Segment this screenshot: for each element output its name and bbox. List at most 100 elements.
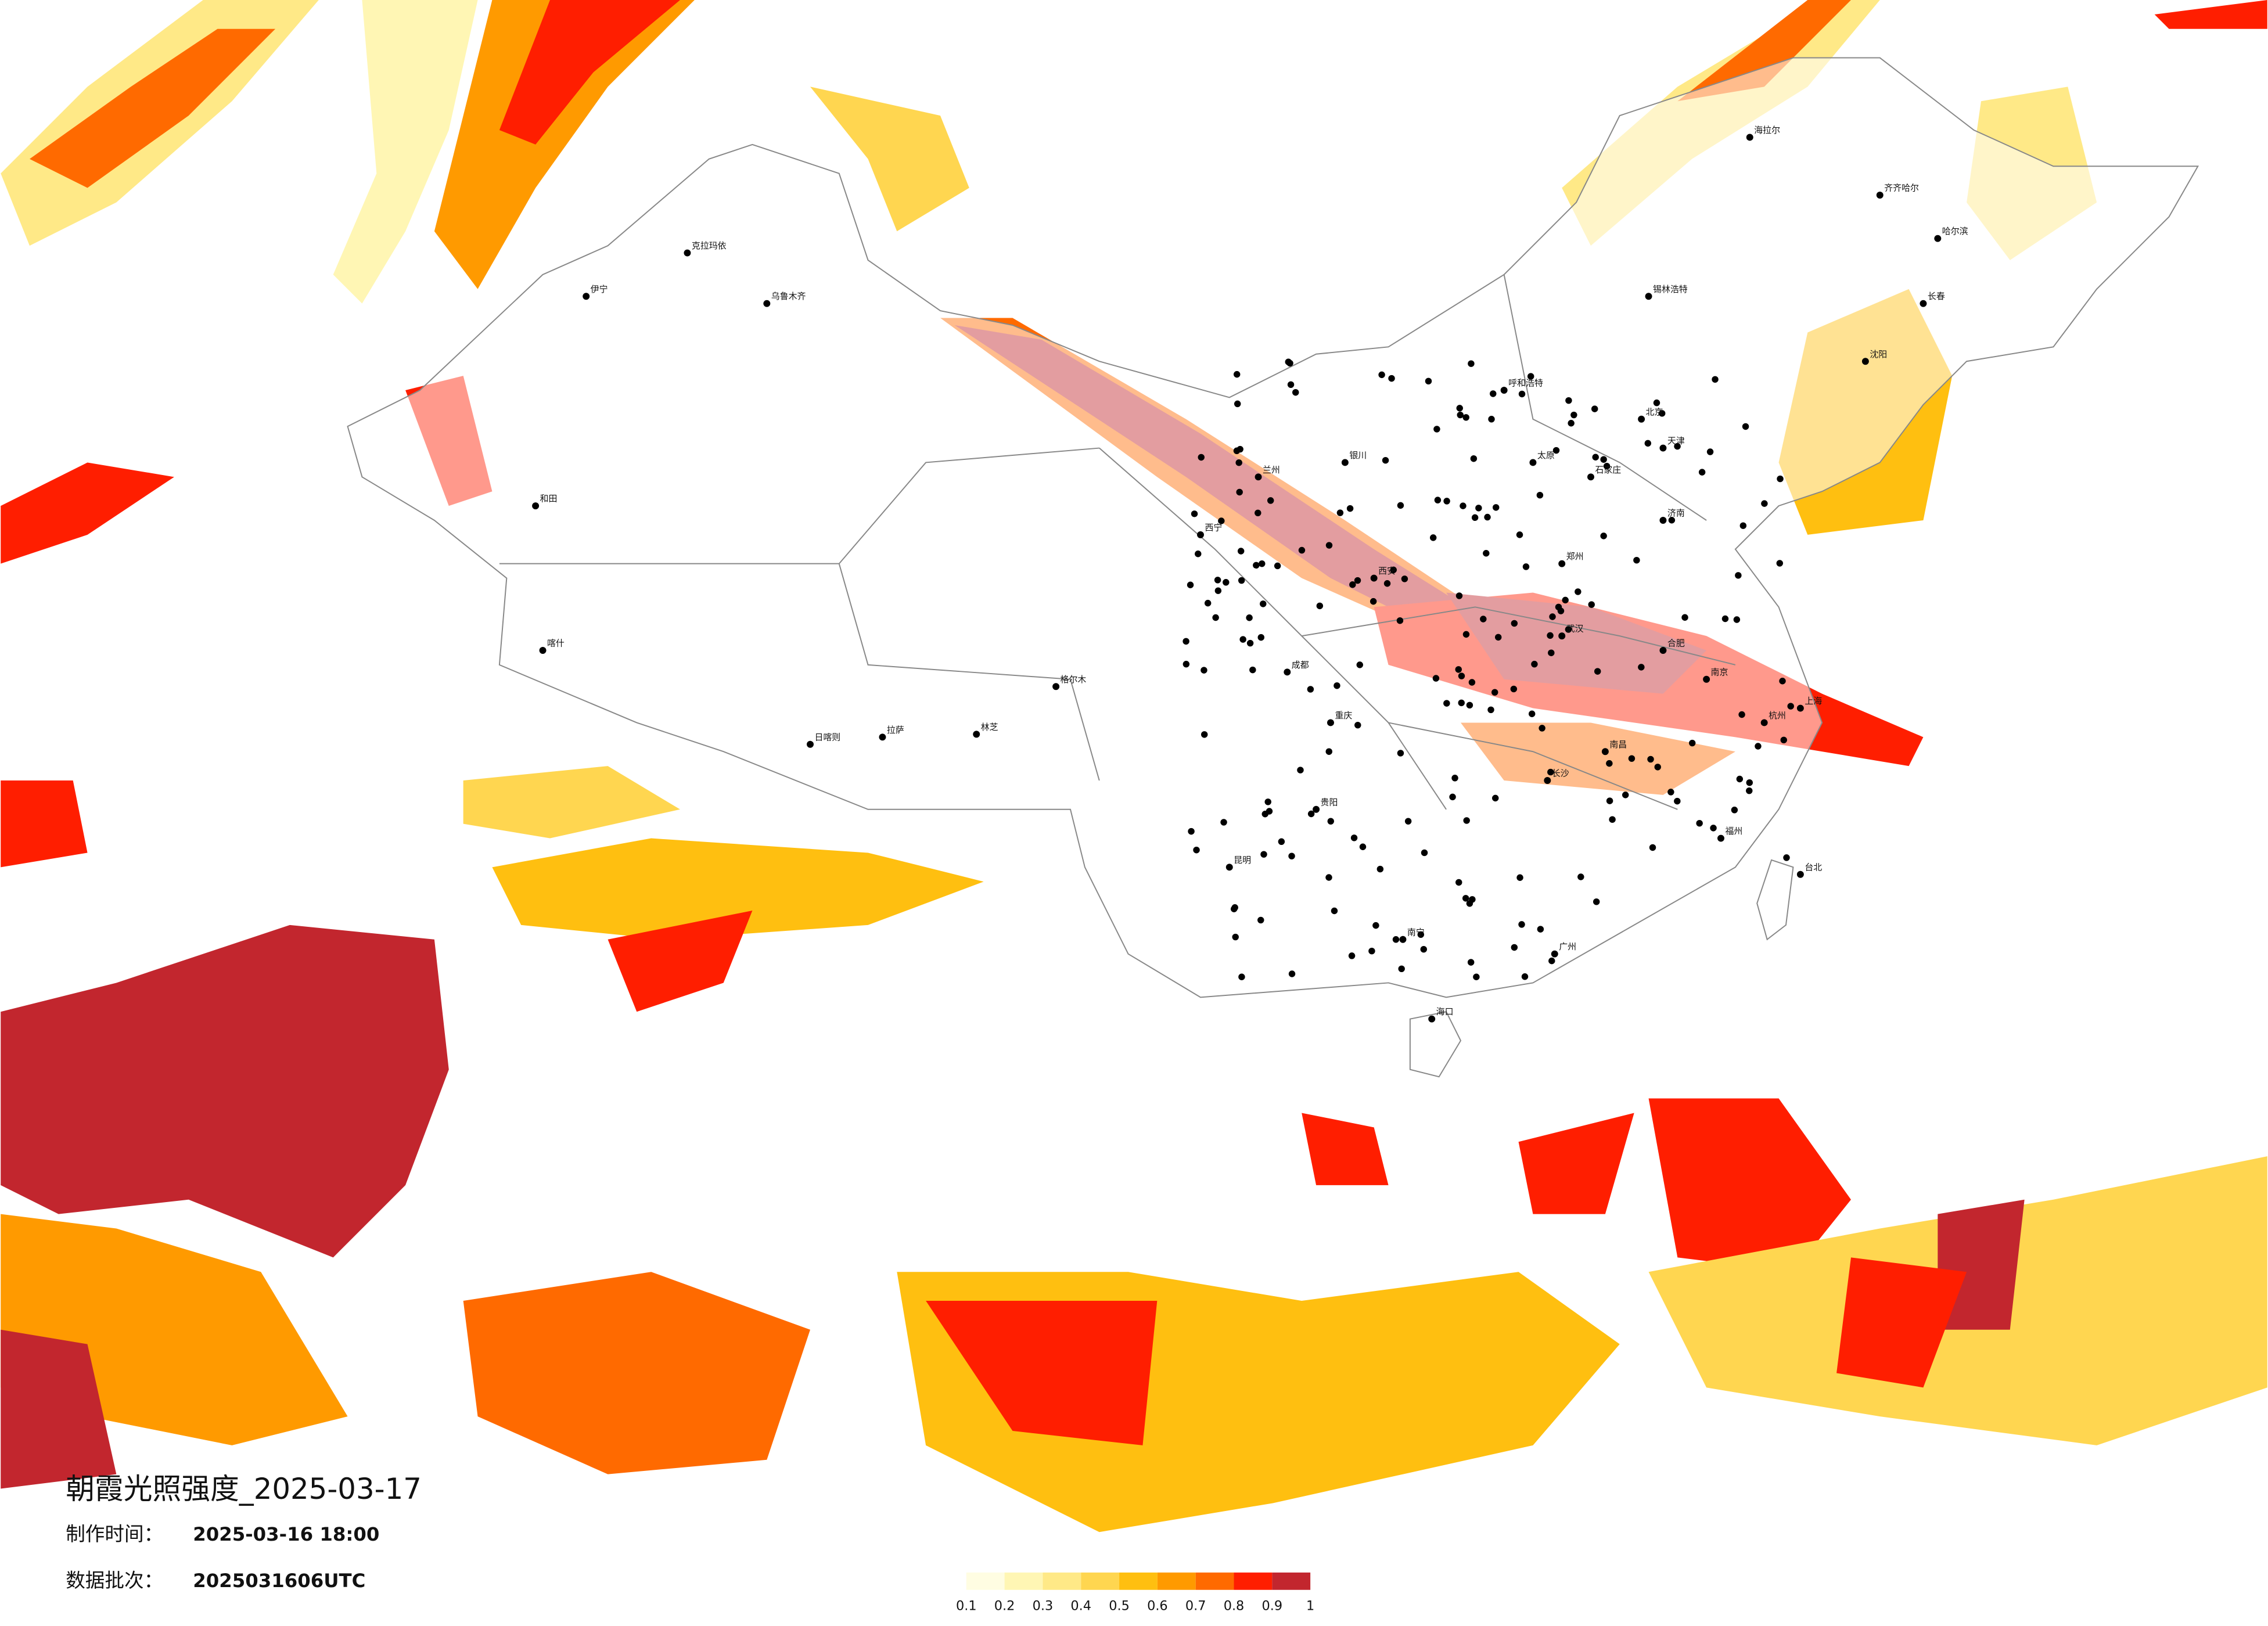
city-dot bbox=[1536, 491, 1544, 499]
city-dot bbox=[1539, 725, 1545, 732]
city-dot bbox=[1587, 473, 1594, 481]
city-label: 郑州 bbox=[1566, 551, 1584, 562]
city-dot bbox=[1594, 668, 1601, 675]
city-label: 杭州 bbox=[1769, 710, 1786, 721]
city-dot bbox=[1588, 601, 1595, 608]
city-dot bbox=[1606, 760, 1613, 767]
city-dot bbox=[1249, 666, 1256, 674]
city-dot bbox=[1370, 574, 1378, 582]
city-dot bbox=[1471, 514, 1479, 521]
city-dot bbox=[1191, 510, 1198, 517]
city-dot bbox=[1348, 952, 1356, 959]
city-dot bbox=[1238, 973, 1245, 980]
city-dot bbox=[1603, 462, 1611, 470]
city-dot bbox=[1468, 360, 1475, 367]
city-dot bbox=[1527, 373, 1534, 380]
city-dot bbox=[1462, 895, 1469, 902]
city-dot bbox=[1458, 699, 1465, 707]
city-label: 台北 bbox=[1805, 862, 1822, 872]
heat-area bbox=[1, 1329, 117, 1489]
city-dot bbox=[1555, 603, 1562, 611]
city-dot bbox=[1667, 789, 1674, 796]
city-dot bbox=[1780, 736, 1787, 744]
city-dot bbox=[1674, 797, 1681, 805]
city-dot bbox=[1462, 414, 1469, 421]
city-dot bbox=[1288, 970, 1296, 977]
city-dot bbox=[1518, 921, 1525, 928]
city-dot bbox=[1570, 411, 1577, 419]
city-dot bbox=[1220, 819, 1227, 826]
city-dot bbox=[1359, 843, 1367, 850]
city-dot bbox=[1659, 444, 1667, 452]
heat-area bbox=[1938, 1199, 2025, 1330]
heat-area bbox=[499, 0, 680, 145]
city-dot bbox=[1349, 581, 1356, 588]
city-dot bbox=[1609, 816, 1616, 823]
legend-swatch bbox=[1119, 1572, 1158, 1590]
city-dot bbox=[1565, 626, 1572, 633]
city-label: 齐齐哈尔 bbox=[1884, 183, 1919, 193]
city-label: 格尔木 bbox=[1061, 674, 1087, 685]
legend-swatch bbox=[1272, 1572, 1311, 1590]
borders bbox=[347, 57, 2199, 1078]
city-dot bbox=[1451, 775, 1458, 782]
city-dot bbox=[1647, 756, 1654, 763]
city-dot bbox=[1397, 750, 1404, 757]
city-dot bbox=[1182, 638, 1189, 645]
city-dot bbox=[1735, 572, 1742, 579]
heat-area bbox=[1302, 1113, 1389, 1185]
city-dot bbox=[1204, 599, 1212, 607]
city-label: 银川 bbox=[1349, 450, 1367, 461]
made-time: 2025-03-16 18:00 bbox=[193, 1523, 379, 1545]
legend-label: 0.6 bbox=[1147, 1599, 1168, 1614]
city-label: 贵阳 bbox=[1321, 797, 1338, 807]
legend-swatch bbox=[966, 1572, 1005, 1590]
city-dot bbox=[1287, 381, 1295, 388]
city-label: 日喀则 bbox=[814, 732, 840, 742]
city-dot bbox=[1706, 448, 1714, 455]
legend-swatch bbox=[1195, 1572, 1234, 1590]
city-dot bbox=[1575, 588, 1582, 595]
city-dot bbox=[1537, 926, 1544, 933]
city-dot bbox=[1266, 808, 1273, 815]
legend-label: 0.9 bbox=[1262, 1599, 1283, 1614]
city-dot bbox=[1934, 235, 1942, 242]
city-dot bbox=[1698, 469, 1706, 476]
legend-swatch bbox=[1043, 1572, 1081, 1590]
city-dot bbox=[1463, 817, 1470, 824]
city-dot bbox=[1721, 615, 1729, 623]
city-dot bbox=[1392, 936, 1400, 943]
city-dot bbox=[1372, 922, 1379, 929]
city-dot bbox=[1288, 852, 1295, 859]
heat-area bbox=[492, 838, 984, 940]
city-dot bbox=[1325, 874, 1332, 881]
city-dot bbox=[1549, 613, 1556, 620]
city-dot bbox=[1761, 500, 1768, 507]
city-dot bbox=[1473, 973, 1480, 980]
city-dot bbox=[1475, 505, 1482, 512]
city-label: 长春 bbox=[1928, 291, 1945, 301]
city-dot bbox=[1341, 459, 1349, 466]
city-dot bbox=[1218, 517, 1225, 524]
legend-label: 0.4 bbox=[1070, 1599, 1091, 1614]
city-label: 伊宁 bbox=[591, 284, 608, 294]
city-dot bbox=[1325, 542, 1333, 549]
city-dot bbox=[1528, 710, 1536, 717]
city-label: 太原 bbox=[1537, 450, 1555, 461]
city-dot bbox=[1382, 456, 1389, 464]
city-dot bbox=[1469, 896, 1476, 903]
heat-area bbox=[29, 28, 276, 188]
city-dot bbox=[1259, 560, 1266, 567]
city-label: 兰州 bbox=[1263, 465, 1280, 475]
city-dot bbox=[1739, 522, 1747, 529]
city-dot bbox=[1195, 551, 1202, 557]
city-dot bbox=[1420, 945, 1427, 953]
city-label: 武汉 bbox=[1566, 624, 1584, 634]
city-dot bbox=[1511, 620, 1518, 627]
city-dot bbox=[1462, 631, 1470, 638]
city-dot bbox=[1356, 661, 1363, 668]
city-label: 广州 bbox=[1559, 941, 1576, 952]
city-dot bbox=[1510, 685, 1518, 693]
heat-area bbox=[926, 1301, 1158, 1445]
city-dot bbox=[1455, 666, 1462, 673]
